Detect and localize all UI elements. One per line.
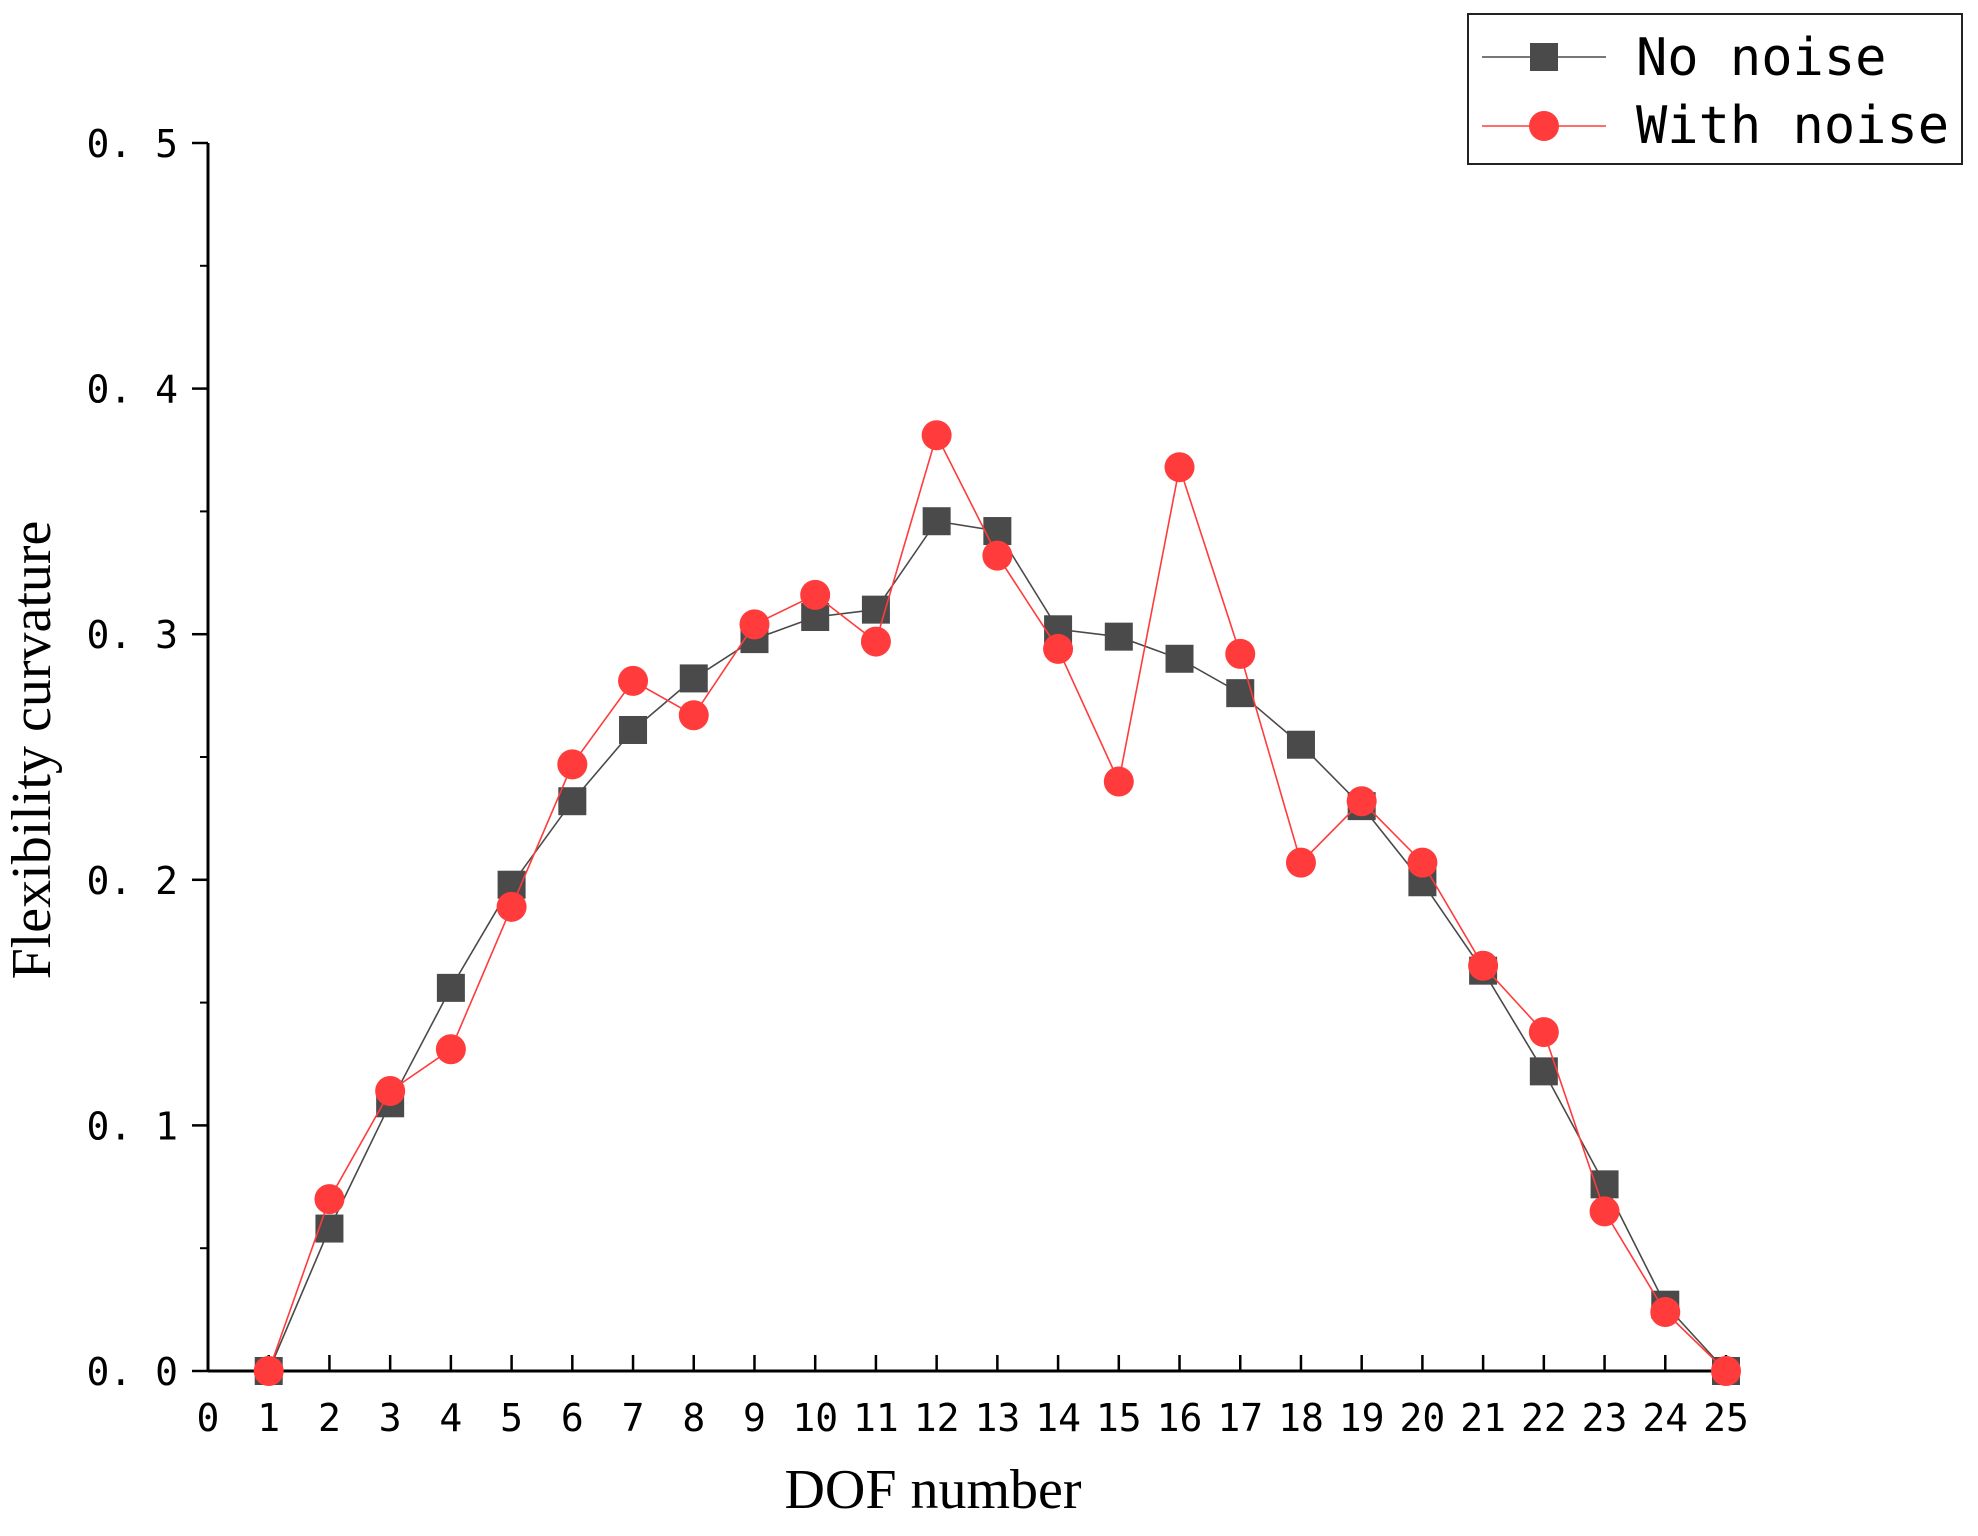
point-with-noise-21 — [1468, 950, 1499, 981]
point-with-noise-23 — [1589, 1196, 1620, 1227]
x-tick-label-8: 8 — [682, 1396, 705, 1440]
x-tick-label-18: 18 — [1278, 1396, 1324, 1440]
y-tick-label-1: 0. 1 — [86, 1104, 178, 1148]
y-tick-label-5: 0. 5 — [86, 122, 178, 166]
point-no-noise-6 — [558, 787, 587, 816]
x-tick-label-17: 17 — [1217, 1396, 1263, 1440]
point-no-noise-16 — [1165, 644, 1194, 673]
x-tick-label-11: 11 — [853, 1396, 899, 1440]
x-tick-label-22: 22 — [1521, 1396, 1567, 1440]
series-no-noise — [254, 507, 1740, 1385]
x-tick-label-6: 6 — [561, 1396, 584, 1440]
point-with-noise-14 — [1043, 633, 1074, 664]
point-with-noise-13 — [982, 540, 1013, 571]
point-with-noise-11 — [860, 626, 891, 657]
x-tick-label-12: 12 — [914, 1396, 960, 1440]
legend: No noise With noise — [1467, 13, 1963, 165]
point-with-noise-10 — [800, 579, 831, 610]
point-with-noise-12 — [921, 420, 952, 451]
point-with-noise-15 — [1103, 766, 1134, 797]
x-tick-label-2: 2 — [318, 1396, 341, 1440]
point-with-noise-25 — [1711, 1356, 1741, 1386]
x-tick-label-0: 0 — [197, 1396, 220, 1440]
point-with-noise-20 — [1407, 847, 1438, 878]
point-with-noise-22 — [1528, 1017, 1559, 1048]
x-tick-label-25: 25 — [1703, 1396, 1749, 1440]
x-tick-label-3: 3 — [379, 1396, 402, 1440]
point-no-noise-18 — [1286, 730, 1315, 759]
point-no-noise-7 — [619, 715, 648, 744]
x-tick-label-16: 16 — [1157, 1396, 1203, 1440]
axes: 0 1 2 3 4 5 6 7 8 9 10 11 12 13 14 15 16 17 18 19 20 21 22 23 24… — [86, 122, 1748, 1440]
series-with-noise — [253, 420, 1741, 1386]
x-tick-label-15: 15 — [1096, 1396, 1142, 1440]
point-with-noise-4 — [435, 1034, 466, 1065]
x-tick-label-14: 14 — [1035, 1396, 1081, 1440]
point-with-noise-8 — [678, 700, 709, 731]
x-tick-label-10: 10 — [792, 1396, 838, 1440]
x-tick-label-23: 23 — [1582, 1396, 1628, 1440]
x-tick-label-24: 24 — [1642, 1396, 1688, 1440]
point-with-noise-18 — [1285, 847, 1316, 878]
x-tick-label-19: 19 — [1339, 1396, 1385, 1440]
legend-label-with-noise: With noise — [1636, 96, 1949, 156]
point-with-noise-24 — [1650, 1297, 1681, 1328]
legend-marker-no-noise — [1530, 43, 1558, 71]
series-line-no-noise — [267, 520, 1727, 1372]
point-no-noise-2 — [315, 1214, 344, 1243]
x-axis-title: DOF number — [784, 1459, 1081, 1521]
point-no-noise-17 — [1226, 679, 1255, 708]
point-with-noise-17 — [1225, 638, 1256, 669]
point-with-noise-2 — [314, 1184, 345, 1215]
point-no-noise-13 — [983, 517, 1012, 546]
y-tick-label-2: 0. 2 — [86, 859, 178, 903]
x-tick-label-1: 1 — [257, 1396, 280, 1440]
point-with-noise-16 — [1164, 452, 1195, 483]
point-with-noise-6 — [557, 749, 588, 780]
x-tick-label-7: 7 — [622, 1396, 645, 1440]
point-no-noise-8 — [679, 664, 708, 693]
y-tick-label-4: 0. 4 — [86, 368, 178, 412]
point-with-noise-19 — [1346, 786, 1377, 817]
x-tick-label-20: 20 — [1400, 1396, 1446, 1440]
series-line-with-noise — [267, 433, 1727, 1372]
point-no-noise-15 — [1104, 622, 1133, 651]
point-with-noise-1 — [253, 1356, 284, 1386]
x-tick-label-5: 5 — [500, 1396, 523, 1440]
y-tick-label-3: 0. 3 — [86, 613, 178, 657]
point-no-noise-12 — [922, 507, 951, 536]
point-with-noise-5 — [496, 891, 527, 922]
legend-label-no-noise: No noise — [1636, 28, 1886, 88]
point-with-noise-7 — [618, 665, 649, 696]
y-tick-label-0: 0. 0 — [86, 1350, 178, 1394]
legend-marker-with-noise — [1529, 111, 1559, 141]
series-layer — [253, 420, 1741, 1386]
x-tick-label-4: 4 — [439, 1396, 462, 1440]
x-tick-label-9: 9 — [743, 1396, 766, 1440]
point-no-noise-4 — [436, 973, 465, 1002]
point-with-noise-9 — [739, 609, 770, 640]
point-with-noise-3 — [375, 1076, 406, 1107]
x-tick-label-13: 13 — [974, 1396, 1020, 1440]
x-tick-label-21: 21 — [1460, 1396, 1506, 1440]
y-axis-title: Flexibility curvature — [1, 521, 63, 980]
